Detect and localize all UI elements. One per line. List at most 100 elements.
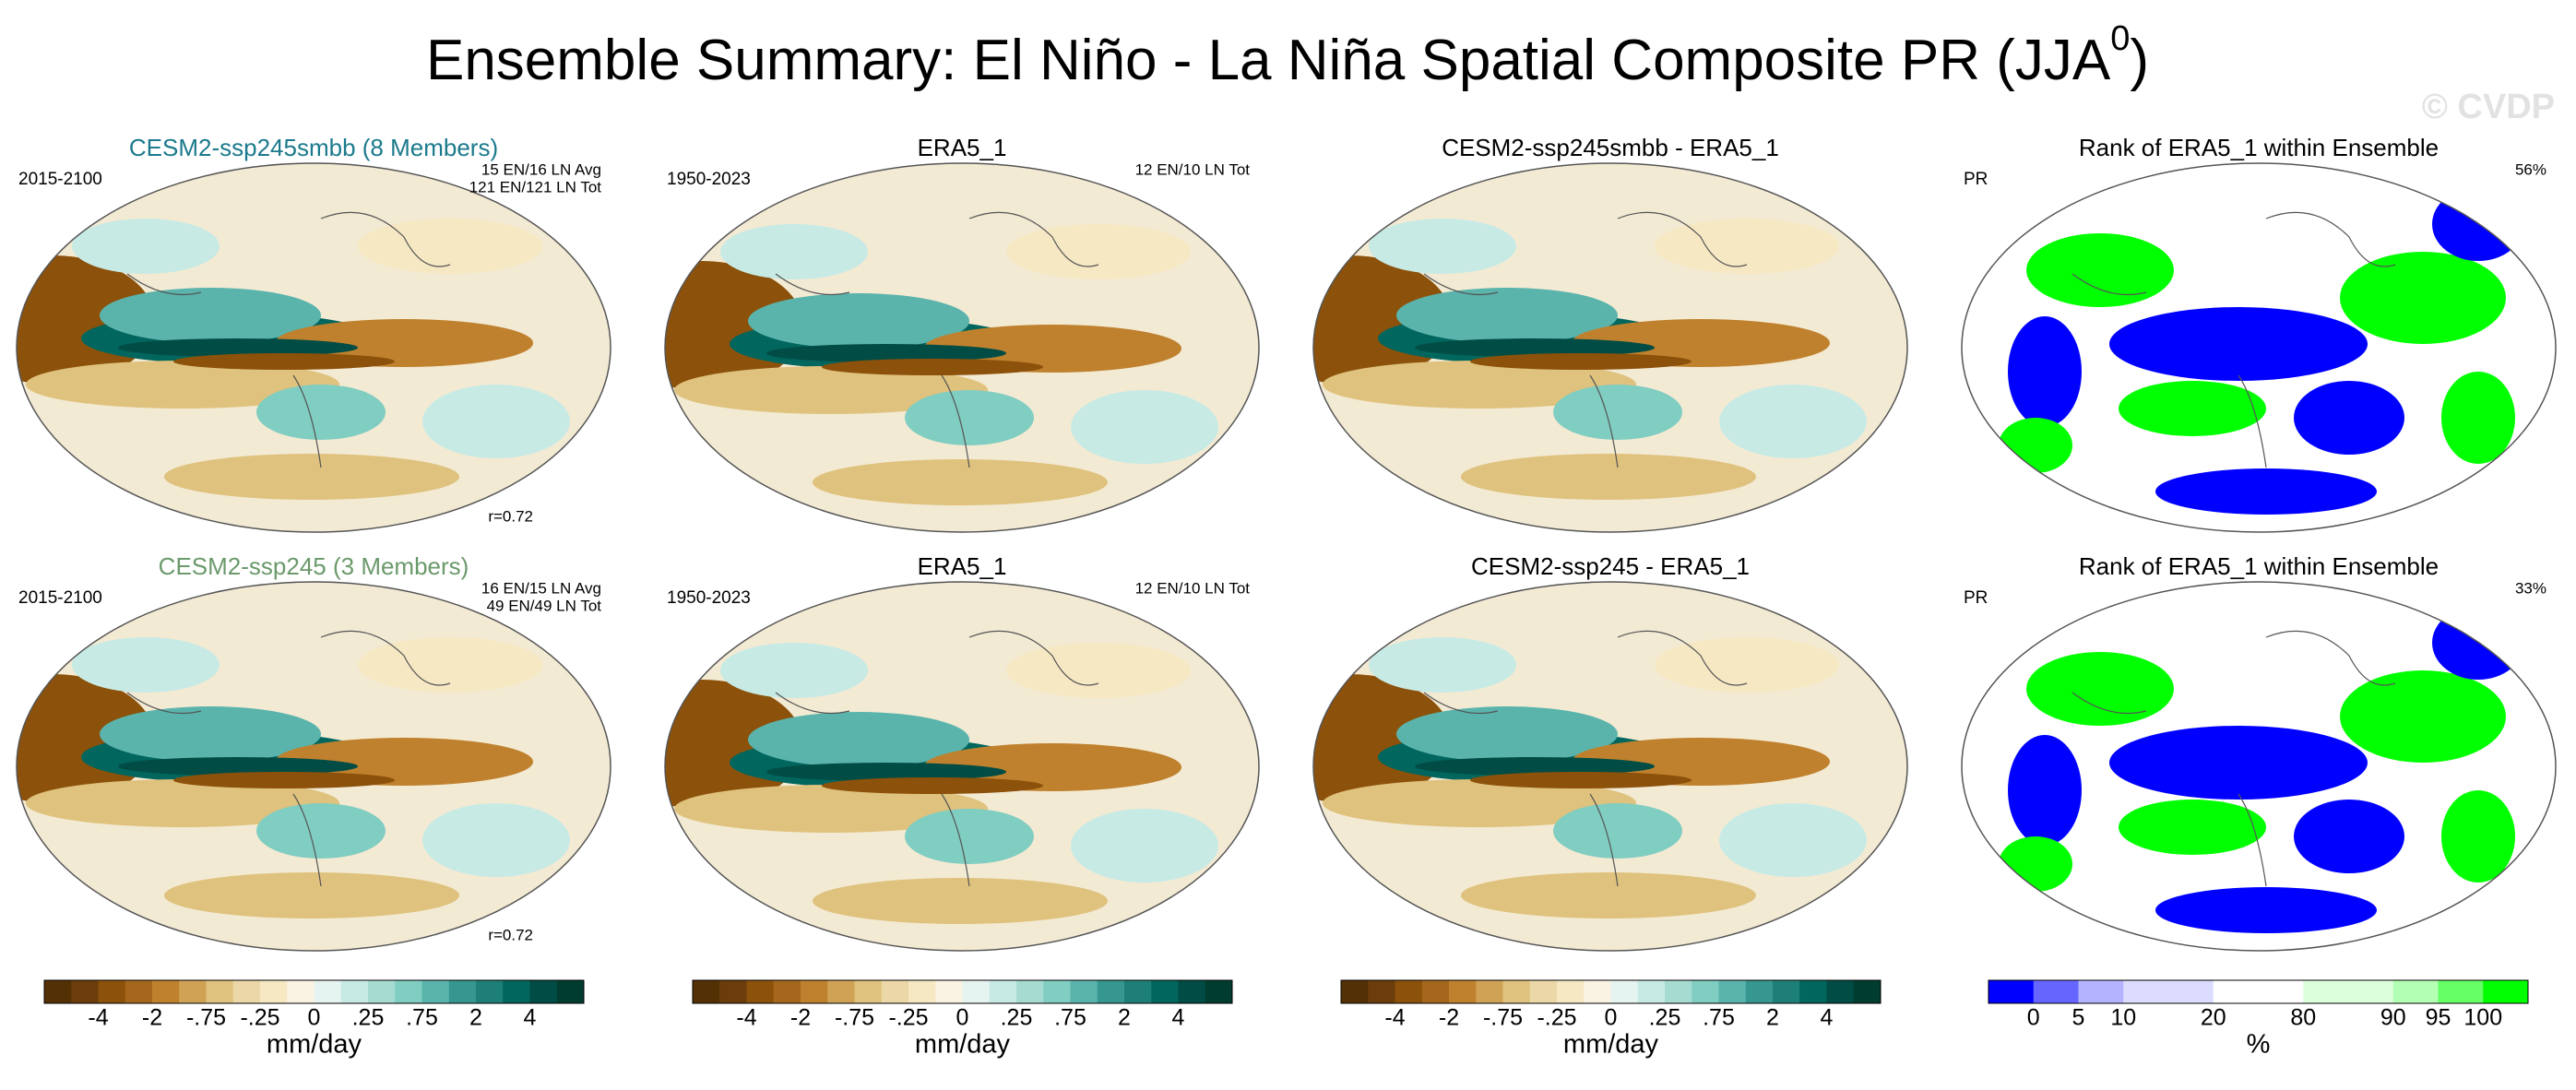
coastline — [1423, 211, 1748, 468]
colorbar-box — [1421, 980, 1450, 1003]
colorbar-label: 20 — [2201, 1005, 2226, 1031]
map-panel: ERA5_1 1950-2023 12 EN/10 LN Tot — [664, 552, 1260, 952]
colorbar-box — [1205, 980, 1233, 1003]
figure-title: Ensemble Summary: El Niño - La Niña Spat… — [426, 19, 2149, 92]
panel-title: CESM2-ssp245smbb (8 Members) — [129, 134, 498, 161]
colorbar-box — [1043, 980, 1071, 1003]
coastline — [126, 630, 451, 887]
colorbar-box — [125, 980, 153, 1003]
map-field — [2340, 670, 2506, 763]
colorbar-box — [1853, 980, 1882, 1003]
panel-left-label: 2015-2100 — [18, 170, 102, 189]
colorbar-box — [746, 980, 775, 1003]
coastline — [126, 211, 451, 468]
map-field — [1006, 643, 1191, 698]
map — [17, 582, 611, 951]
map-field — [256, 385, 386, 440]
map-field — [766, 763, 1006, 781]
map — [1962, 582, 2556, 951]
colorbar-box — [368, 980, 396, 1003]
colorbar-box — [2033, 980, 2079, 1003]
map — [1313, 582, 1907, 951]
map-outline — [1312, 581, 1908, 952]
map-field — [1655, 219, 1839, 274]
map-field — [422, 385, 570, 458]
map-field — [1655, 637, 1839, 693]
map-field — [26, 361, 339, 409]
map-field — [748, 293, 969, 349]
map-field — [2026, 652, 2174, 726]
colorbar-label: -.75 — [1483, 1005, 1523, 1031]
panel-right-label: 33% — [2515, 579, 2546, 597]
map-field — [173, 772, 395, 788]
colorbar-box — [287, 980, 315, 1003]
map-field — [26, 779, 339, 827]
colorbar-box — [340, 980, 369, 1003]
map-outline — [1961, 162, 2557, 533]
map-field — [1396, 288, 1618, 343]
map-panel: CESM2-ssp245 - ERA5_1 — [1312, 552, 1908, 952]
colorbar-box — [2392, 980, 2439, 1003]
map-field — [2119, 800, 2266, 855]
colorbar-label: .25 — [1649, 1005, 1681, 1031]
panel-right-label: 49 EN/49 LN Tot — [487, 597, 602, 614]
map-field — [813, 878, 1108, 924]
colorbar-box — [773, 980, 801, 1003]
colorbar-box — [1692, 980, 1719, 1003]
map-field — [2119, 381, 2266, 436]
colorbar-box — [1476, 980, 1503, 1003]
map-field — [173, 353, 395, 370]
map-field — [1461, 872, 1756, 918]
coastline — [2071, 211, 2396, 468]
map-field — [1071, 390, 1218, 464]
map-field — [1999, 836, 2072, 892]
map-field — [1719, 803, 1867, 877]
map-field — [1323, 779, 1636, 827]
colorbar-box — [881, 980, 909, 1003]
colorbar-outline — [43, 979, 585, 1004]
colorbar-label: -.25 — [240, 1005, 279, 1031]
panel-title: ERA5_1 — [918, 134, 1007, 161]
map — [1313, 163, 1907, 532]
map-outline — [1312, 162, 1908, 533]
colorbar-box — [1178, 980, 1206, 1003]
panel-right-label: 15 EN/16 LN Avg — [481, 160, 601, 178]
map-field — [256, 803, 386, 859]
map — [1962, 163, 2556, 532]
colorbar-box — [1016, 980, 1044, 1003]
map-panel: CESM2-ssp245smbb (8 Members) 2015-2100 15 … — [16, 134, 611, 533]
colorbar-box — [232, 980, 261, 1003]
map-field — [1323, 361, 1636, 409]
panel-right-label: 12 EN/10 LN Tot — [1135, 579, 1251, 597]
colorbar-label: -.25 — [888, 1005, 928, 1031]
colorbar: 0 5 10 20 80 90 95 100% — [1988, 979, 2529, 1060]
colorbar-box — [1341, 980, 1369, 1003]
map-field — [1369, 637, 1516, 693]
map-field — [1415, 338, 1655, 357]
colorbar-box — [2168, 980, 2214, 1003]
map-field — [720, 643, 868, 698]
map-field — [2441, 372, 2515, 464]
colorbar-box — [1718, 980, 1747, 1003]
colorbar-box — [2213, 980, 2259, 1003]
map-field — [2155, 887, 2377, 933]
colorbar-box — [2483, 980, 2529, 1003]
map-panel: ERA5_1 1950-2023 12 EN/10 LN Tot — [664, 134, 1260, 533]
map-field — [1470, 772, 1692, 788]
map-field — [2109, 307, 2368, 381]
colorbar-box — [2303, 980, 2349, 1003]
colorbar-label: .25 — [352, 1005, 385, 1031]
map-field — [422, 803, 570, 877]
map — [665, 163, 1259, 532]
colorbar-outline — [1340, 979, 1882, 1004]
colorbar: -4 -2 -.75 -.25 0 .25 .75 2 4 mm/day — [1340, 979, 1882, 1060]
colorbar-box — [179, 980, 207, 1003]
panel-left-label: 2015-2100 — [18, 588, 102, 608]
map-field — [1553, 385, 1682, 440]
colorbar-box — [1773, 980, 1800, 1003]
panel-title: ERA5_1 — [918, 552, 1007, 580]
title-suffix: ) — [2130, 29, 2149, 92]
map-field — [2294, 800, 2404, 873]
map-field — [766, 344, 1006, 362]
